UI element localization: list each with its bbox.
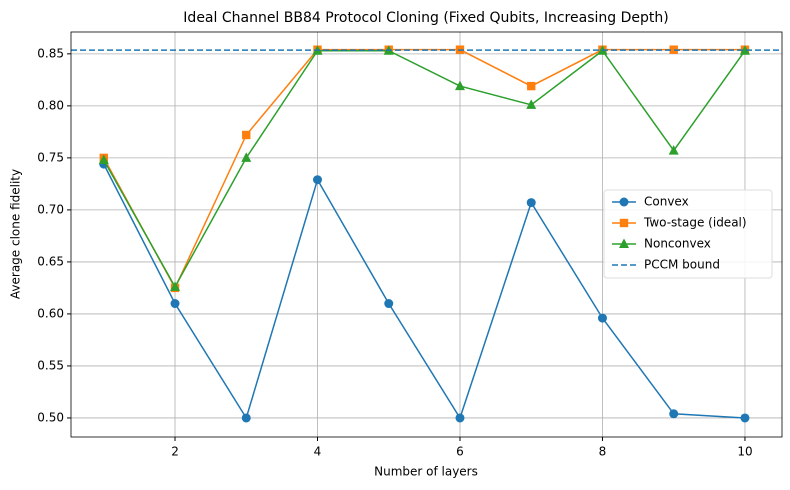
plot-frame — [70, 31, 783, 438]
legend-box — [603, 189, 773, 279]
marker — [454, 80, 465, 91]
marker — [170, 299, 180, 309]
marker — [526, 99, 537, 109]
x-tick-label: 4 — [314, 445, 322, 459]
x-axis-label: Number of layers — [374, 465, 478, 479]
y-tick-label: 0.55 — [37, 358, 64, 372]
x-tick-label: 2 — [171, 445, 179, 459]
marker — [455, 413, 465, 423]
marker — [242, 130, 251, 140]
y-tick-label: 0.60 — [37, 306, 64, 320]
x-tick-label: 6 — [456, 445, 464, 459]
x-tick-label: 10 — [737, 445, 752, 459]
marker — [668, 145, 679, 155]
legend-marker — [619, 218, 629, 228]
y-tick-label: 0.80 — [37, 98, 64, 112]
marker — [669, 409, 679, 419]
legend: Convex Two-stage (ideal) Nonconvex PCCM bou… — [603, 189, 773, 279]
legend-marker — [619, 197, 629, 207]
marker — [241, 413, 251, 423]
marker — [527, 81, 536, 91]
series — [99, 159, 750, 423]
y-tick-label: 0.75 — [37, 150, 64, 164]
x-tick-label: 8 — [599, 445, 607, 459]
y-tick-label: 0.85 — [37, 46, 64, 60]
marker — [597, 313, 607, 323]
marker — [526, 198, 536, 208]
marker — [312, 175, 322, 185]
y-tick-label: 0.70 — [37, 202, 64, 216]
marker — [170, 281, 181, 291]
marker — [241, 152, 252, 162]
marker — [669, 45, 678, 54]
chart-title: Ideal Channel BB84 Protocol Cloning (Fix… — [183, 10, 668, 26]
marker — [98, 154, 109, 164]
legend-label: Two-stage (ideal) — [643, 216, 747, 230]
line — [103, 49, 746, 289]
line — [103, 163, 745, 420]
legend-label: PCCM bound — [644, 258, 720, 272]
y-axis-label: Average clone fidelity — [9, 169, 23, 299]
y-tick-label: 0.65 — [37, 254, 64, 268]
marker — [740, 413, 750, 423]
legend-label: Convex — [644, 195, 689, 209]
y-tick-label: 0.50 — [37, 410, 64, 424]
legend-label: Nonconvex — [644, 237, 711, 251]
marker — [739, 45, 750, 55]
legend-marker — [619, 238, 629, 248]
marker — [384, 299, 394, 309]
